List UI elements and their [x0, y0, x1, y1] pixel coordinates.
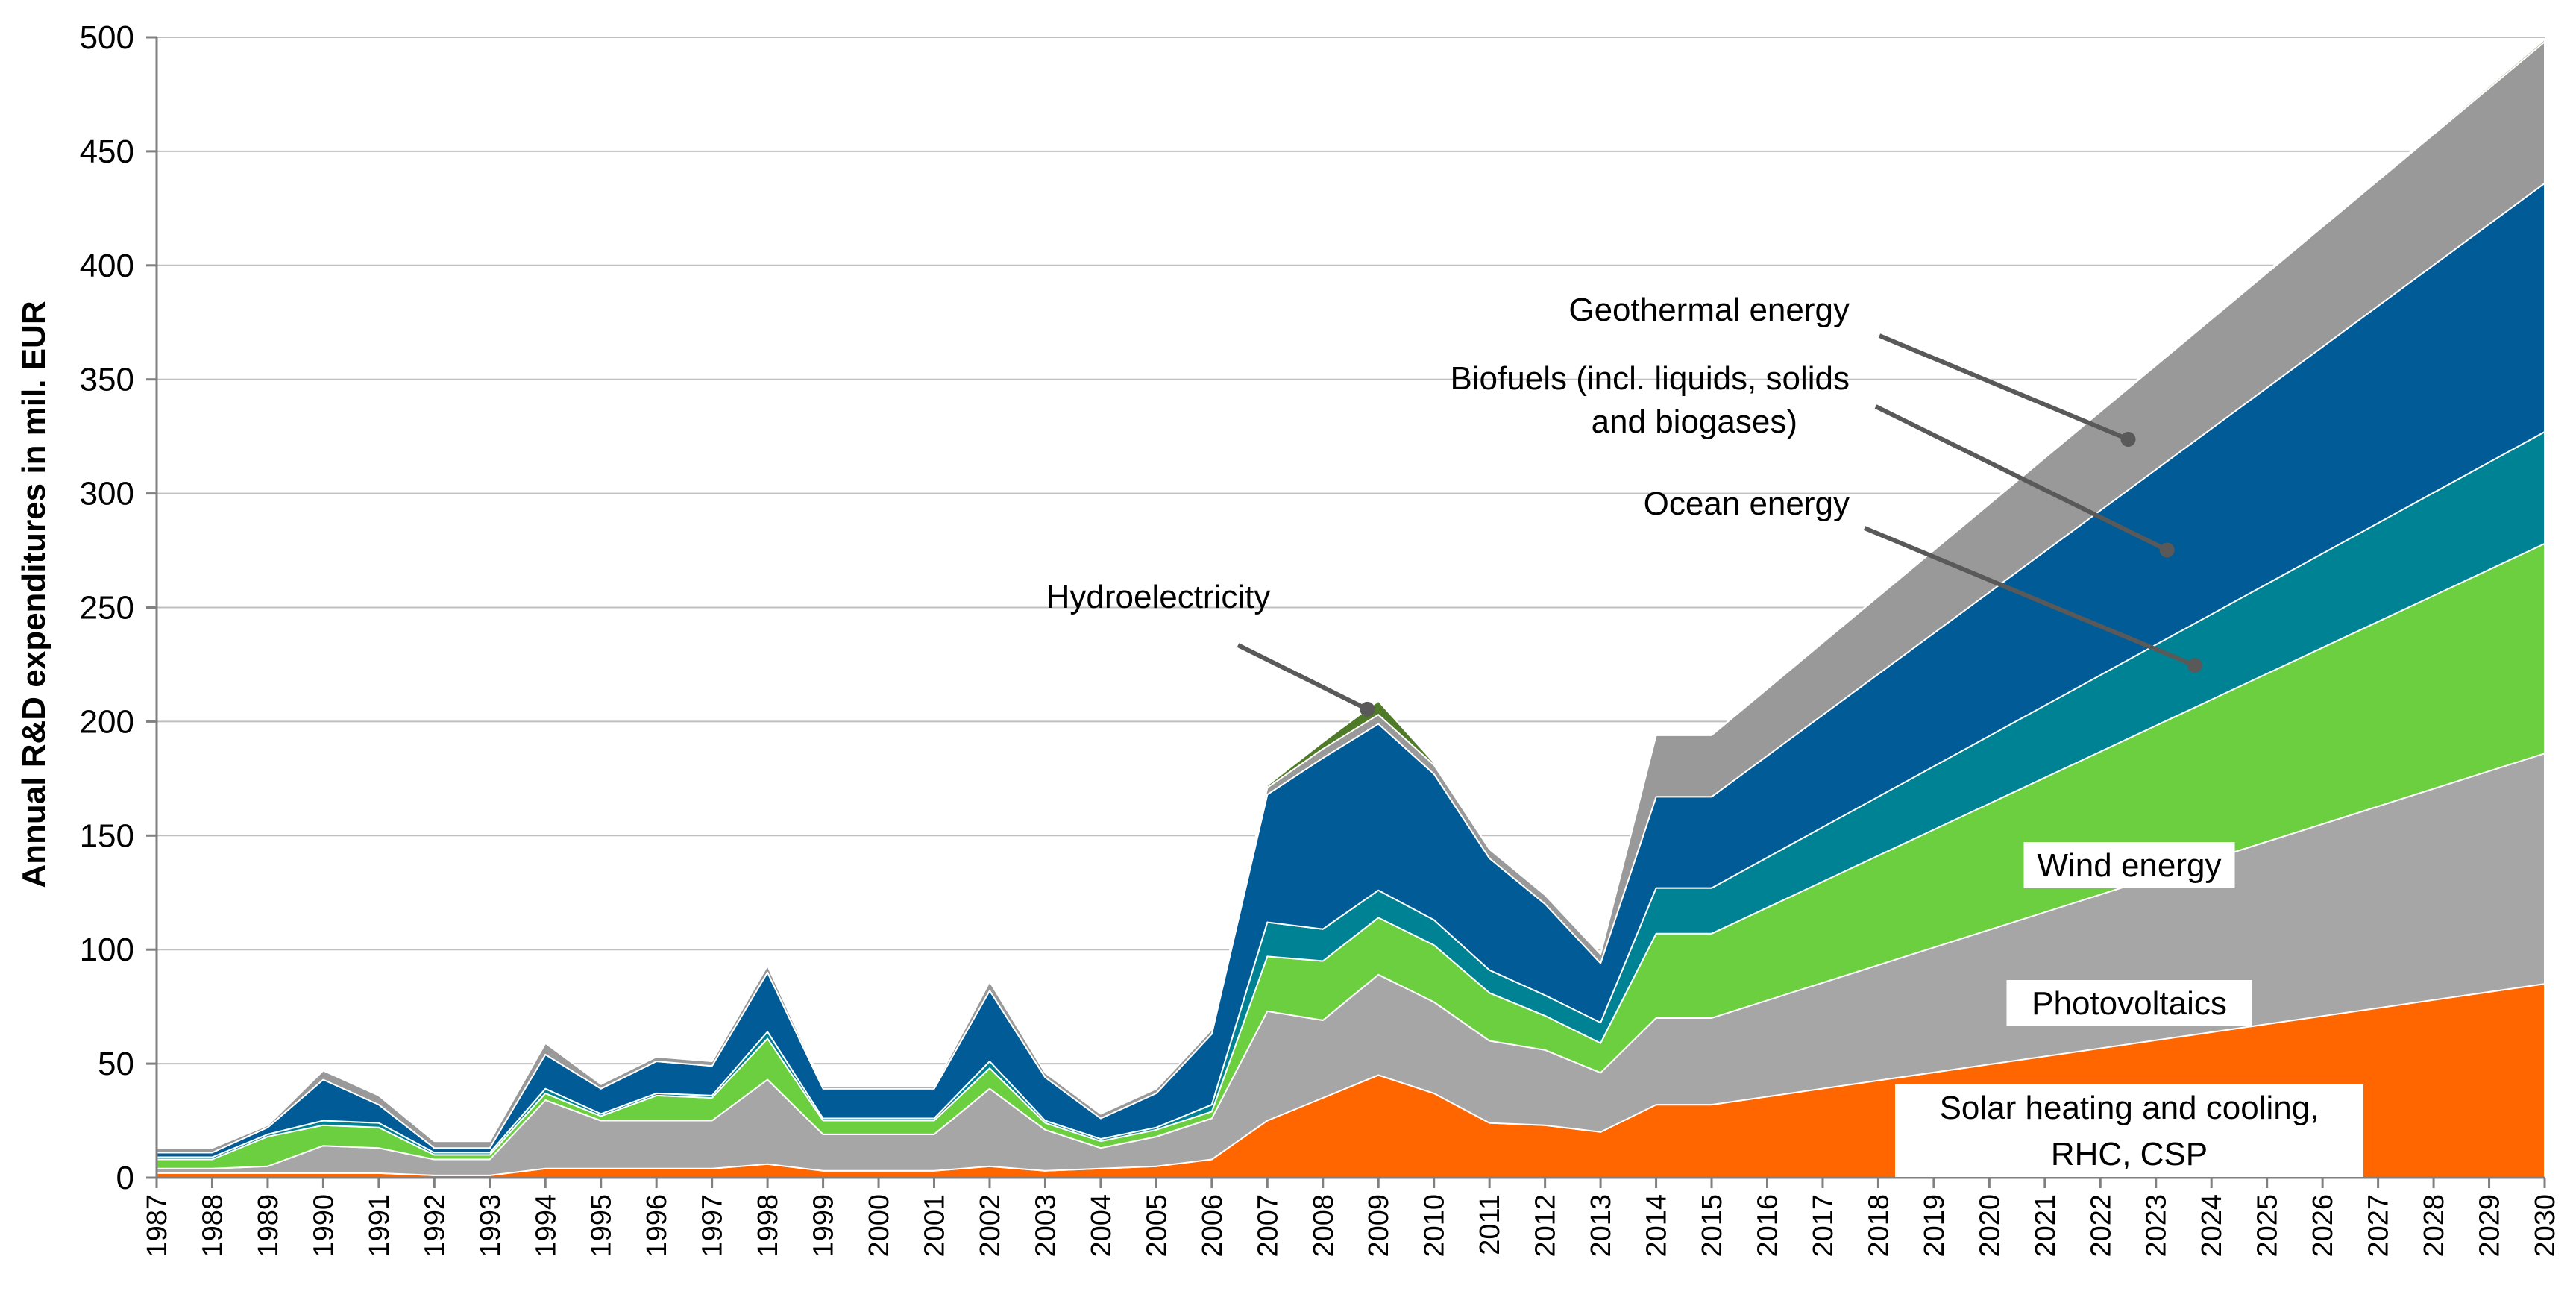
y-tick-label: 500 [80, 19, 134, 56]
x-tick-label: 2000 [864, 1194, 895, 1257]
y-tick-label: 100 [80, 932, 134, 968]
annotation-hydroelectricity: Hydroelectricity [1046, 579, 1375, 717]
y-tick-label: 50 [98, 1046, 134, 1082]
x-tick-label: 2022 [2085, 1194, 2117, 1257]
x-tick-label: 2009 [1363, 1194, 1395, 1257]
x-tick-label: 2011 [1474, 1194, 1506, 1255]
annotation-geothermal-energy: Geothermal energy [1568, 292, 2136, 447]
annotation-biofuels-incl-liquids-solids-and-biogases: Biofuels (incl. liquids, solids and bioga… [1450, 360, 2175, 558]
x-tick-label: 2008 [1308, 1194, 1339, 1257]
y-tick-label: 200 [80, 703, 134, 740]
leader-line [1878, 333, 2129, 442]
x-tick-labels: 1987 1988 1989 1990 1991 1992 1993 1994 1995 1996… [142, 1194, 2561, 1257]
x-tick-label: 2012 [1530, 1194, 1562, 1257]
x-tick-label: 2028 [2419, 1194, 2450, 1257]
gridlines [157, 37, 2545, 1065]
x-tick-label: 2025 [2252, 1194, 2284, 1257]
x-tick-label: 2027 [2363, 1194, 2395, 1257]
annotation-text: Hydroelectricity [1046, 579, 1271, 615]
annotation-text: RHC, CSP [2051, 1136, 2208, 1172]
x-tick-label: 2021 [2030, 1194, 2061, 1257]
annotation-ocean-energy: Ocean energy [1644, 486, 2202, 673]
x-tick-label: 2001 [920, 1194, 951, 1257]
x-tick-label: 2026 [2308, 1194, 2339, 1257]
x-tick-label: 1994 [530, 1194, 562, 1257]
x-tick-label: 2007 [1252, 1194, 1284, 1257]
annotation-wind-energy: Wind energy [2023, 842, 2235, 888]
x-tick-label: 2019 [1919, 1194, 1950, 1257]
annotation-text: Solar heating and cooling, [1940, 1090, 2319, 1126]
y-axis-label: Annual R&D expenditures in mil. EUR [16, 301, 52, 888]
x-tick-label: 1997 [697, 1194, 729, 1257]
x-tick-label: 1988 [197, 1194, 228, 1257]
label-background [2006, 980, 2252, 1026]
x-tick-label: 2014 [1642, 1194, 1673, 1257]
x-tick-label: 2023 [2141, 1194, 2173, 1257]
x-tick-label: 1993 [475, 1194, 506, 1257]
annotation-text: Wind energy [2037, 847, 2221, 884]
area-hydroelectricity [156, 39, 2545, 1149]
x-tick-label: 2018 [1863, 1194, 1894, 1257]
y-tick-label: 150 [80, 817, 134, 854]
x-tick-label: 2016 [1752, 1194, 1783, 1257]
y-tick-label: 300 [80, 476, 134, 512]
annotation-text: Geothermal energy [1568, 292, 1850, 328]
x-tick-label: 2030 [2530, 1194, 2561, 1257]
x-tick-label: 1990 [308, 1194, 339, 1257]
x-tick-label: 2015 [1697, 1194, 1728, 1257]
leader-dot [1360, 701, 1375, 717]
x-tick-label: 1999 [808, 1194, 840, 1257]
x-tick-label: 2010 [1419, 1194, 1451, 1257]
x-tick-label: 2003 [1030, 1194, 1061, 1257]
label-background [1895, 1084, 2363, 1177]
x-tick-label: 2024 [2196, 1194, 2228, 1257]
leader-line [1237, 643, 1369, 712]
x-tick-label: 2013 [1586, 1194, 1617, 1257]
x-tick-label: 2002 [975, 1194, 1006, 1257]
y-tick-label: 450 [80, 134, 134, 170]
leader-dot [2120, 431, 2136, 447]
annotation-solar-heating-and-cooling-rhc-csp: Solar heating and cooling, RHC, CSP [1895, 1084, 2363, 1177]
y-tick-label: 350 [80, 362, 134, 398]
axes [146, 36, 2546, 1188]
x-tick-label: 1989 [253, 1194, 284, 1257]
leader-line [1863, 526, 2196, 668]
x-tick-label: 2005 [1141, 1194, 1172, 1257]
leader-dot [2187, 658, 2202, 673]
x-tick-label: 2017 [1808, 1194, 1839, 1257]
leader-line [1874, 404, 2168, 553]
x-tick-label: 1995 [586, 1194, 618, 1257]
y-tick-labels: 0 50 100 150 200 250 300 350 400 450 500 [80, 19, 134, 1196]
annotation-photovoltaics: Photovoltaics [2006, 980, 2252, 1026]
x-tick-label: 1998 [753, 1194, 784, 1257]
annotation-text: Biofuels (incl. liquids, solids [1450, 360, 1850, 397]
annotation-text: Photovoltaics [2032, 985, 2227, 1022]
x-tick-label: 2006 [1197, 1194, 1228, 1257]
leader-dot [2159, 542, 2175, 558]
y-tick-label: 250 [80, 590, 134, 627]
y-tick-label: 0 [116, 1160, 134, 1196]
label-background [2023, 842, 2235, 888]
x-tick-label: 1987 [142, 1194, 173, 1257]
annotation-text: and biogases) [1592, 403, 1797, 440]
annotations: Geothermal energy Biofuels (incl. liquids… [1046, 292, 2363, 1177]
x-tick-label: 2020 [1974, 1194, 2005, 1257]
x-tick-label: 1992 [419, 1194, 450, 1257]
x-tick-label: 2029 [2475, 1194, 2506, 1257]
y-tick-label: 400 [80, 248, 134, 284]
x-tick-label: 1991 [364, 1194, 395, 1257]
x-tick-label: 1996 [641, 1194, 673, 1257]
x-tick-label: 2004 [1086, 1194, 1117, 1257]
annotation-text: Ocean energy [1644, 486, 1850, 522]
